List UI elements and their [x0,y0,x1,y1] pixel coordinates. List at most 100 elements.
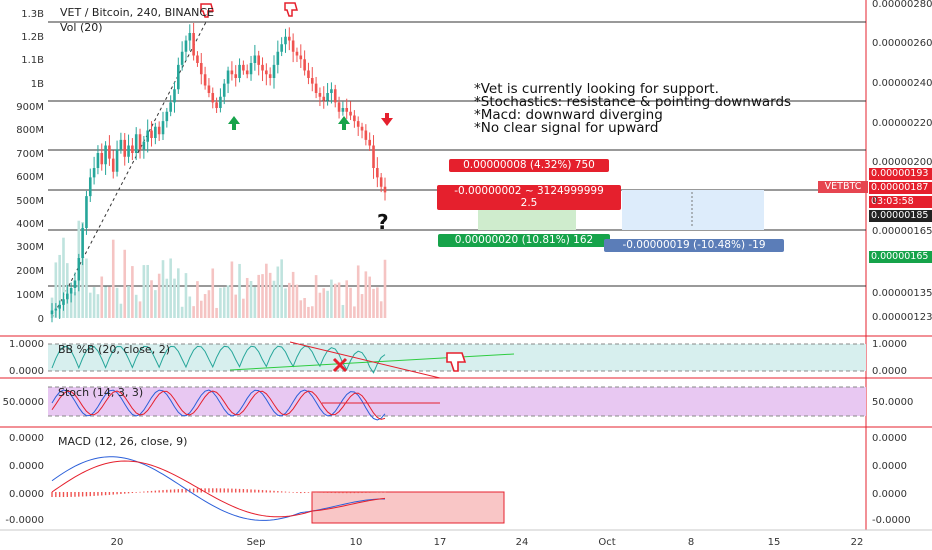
volume-bar [199,300,203,318]
macd-hist-bar [292,492,294,493]
candle-body [288,36,291,41]
macd-hist-bar [250,489,252,493]
macd-hist-bar [154,490,157,493]
macd-hist-bar [342,492,344,494]
macd-hist-bar [349,492,352,494]
x-tick: 22 [851,537,864,548]
question-mark: ? [377,210,389,234]
price-axis: 0.00000280 0.00000260 0.00000240 0.00000… [872,0,932,526]
candle-body [69,288,73,294]
macd-hist-bar [334,492,336,494]
volume-tick: 1.2B [21,32,44,43]
volume-bar [81,221,84,318]
volume-bar [58,254,61,318]
macd-hist-bar [146,491,149,493]
macd-hist-bar [365,492,367,493]
candle-body [219,96,222,108]
macd-hist-bar [97,492,99,496]
candle-body [272,64,276,78]
note-item: *No clear signal for upward [474,120,659,136]
candle-body [66,293,69,300]
volume-bar [330,279,333,318]
volume-bar [62,237,65,318]
entry-box-line1: -0.00000002 ~ 3124999999 [454,185,604,197]
volume-bar [265,263,268,318]
x-tick: 15 [768,537,781,548]
candle-body [150,130,153,138]
candle-body [368,139,371,146]
stoch-band-fill [48,387,866,416]
down-arrow-icon [381,113,393,126]
x-tick: 10 [350,537,363,548]
candle-body [62,299,65,305]
volume-bar [111,239,115,318]
macd-hist-bar [273,490,275,493]
volume-bar [337,282,341,318]
macd-hist-bar [238,488,241,493]
price-label: 0.00000185 [869,210,932,222]
volume-bar [215,307,218,318]
volume-bar [376,287,379,318]
candle-body [333,89,337,103]
candle-body [196,55,199,63]
volume-bar [100,276,104,318]
up-arrow-icon [338,116,350,130]
bb-line [51,345,386,374]
macd-hist-bar [177,489,180,493]
volume-bar [379,301,383,318]
candle-body [307,70,310,78]
macd-hist-bar [166,489,168,493]
macd-hist-bar [219,488,222,493]
candle-body [341,108,345,112]
note-item: *Vet is currently looking for support. [474,81,719,97]
price-tick: 0.00000135 [872,288,932,299]
macd-hist-bar [280,491,283,493]
volume-bar [307,306,310,318]
volume-bar [104,286,107,318]
macd-hist-bar [70,492,72,497]
stoch-k-line [51,389,386,421]
volume-bar [69,293,73,318]
candle-body [100,153,104,165]
macd-hist-bar [108,492,111,495]
volume-bar [291,271,295,318]
price-label: 0.00000165 [869,251,932,263]
volume-tick: 200M [16,266,44,277]
volume-bar [314,275,318,318]
stoch-tick: 50.0000 [3,397,44,408]
candle-body [92,168,96,178]
x-tick: 20 [111,537,124,548]
volume-bar [242,298,245,318]
macd-hist-bar [372,492,375,493]
bb-tick-right: 0.0000 [872,366,907,377]
macd-hist-bar [116,492,118,495]
macd-hist-bar [89,492,91,497]
volume-tick: 1B [31,79,44,90]
volume-bar [92,287,96,318]
macd-hist-bar [307,492,310,493]
target-box-top: 0.00000008 (4.32%) 750 [449,159,609,172]
macd-hist-bar [315,492,317,493]
price-tick: 0.00000240 [872,78,932,89]
volume-bar [108,286,111,318]
macd-tick-right: 0.0000 [872,433,907,444]
macd-hist-bar [78,492,80,497]
candle-body [261,64,264,71]
volume-bar [303,297,306,318]
macd-hist-bar [185,488,187,493]
chart-title: VET / Bitcoin, 240, BINANCE [60,6,214,19]
candle-body [372,145,375,168]
candle-body [177,64,180,90]
candle-body [234,74,238,78]
price-tick: 0.00000280 [872,0,932,10]
macd-hist-bar [173,489,176,493]
macd-hist-bar [66,492,69,497]
candle-body [123,139,127,157]
macd-hist-bar [131,492,134,494]
macd-hist-bar [265,490,268,493]
volume-bar [154,290,157,318]
candle-body [284,36,287,45]
macd-box [311,491,505,524]
macd-hist-bar [192,488,195,493]
long-target-box: 0.00000020 (10.81%) 162 [438,234,610,247]
